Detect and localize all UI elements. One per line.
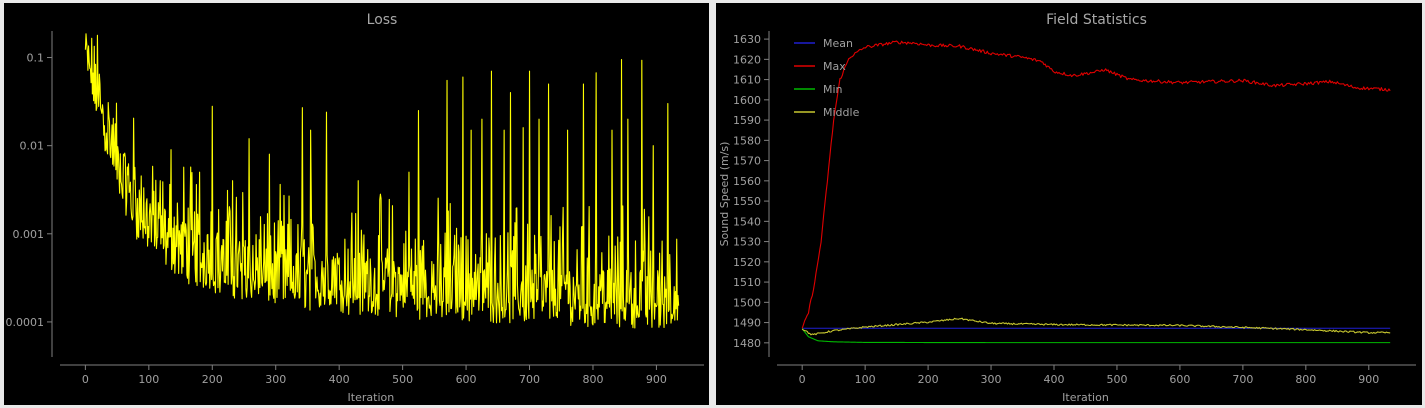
loss-x-tick-label: 800 <box>582 373 603 386</box>
field-y-tick-label: 1560 <box>733 175 761 188</box>
loss-x-tick-label: 900 <box>646 373 667 386</box>
loss-chart: Loss 0 100 200 300 400 500 600 700 800 900 0.0001 0.… <box>6 12 704 404</box>
field-y-tick-label: 1550 <box>733 195 761 208</box>
field-x-tick-label: 300 <box>981 373 1002 386</box>
loss-y-tick-label: 0.0001 <box>6 316 45 329</box>
loss-x-tick-label: 700 <box>519 373 540 386</box>
field-y-tick-label: 1520 <box>733 256 761 269</box>
field-x-tick-label: 600 <box>1169 373 1190 386</box>
loss-x-axis-label: Iteration <box>348 391 395 404</box>
field-x-tick-label: 700 <box>1232 373 1253 386</box>
loss-x-tick-label: 100 <box>138 373 159 386</box>
field-statistics-chart: Field Statistics 0 100 200 300 400 500 600 700 80… <box>718 12 1416 404</box>
field-y-tick-label: 1500 <box>733 296 761 309</box>
field-x-tick-label: 800 <box>1295 373 1316 386</box>
field-y-tick-label: 1620 <box>733 53 761 66</box>
series-line-min <box>801 328 1391 344</box>
series-line-max <box>801 40 1391 329</box>
loss-x-tick-label: 300 <box>265 373 286 386</box>
field-y-tick-label: 1580 <box>733 134 761 147</box>
loss-x-tick-label: 0 <box>82 373 89 386</box>
loss-title: Loss <box>367 12 398 28</box>
field-y-tick-label: 1600 <box>733 94 761 107</box>
field-x-tick-label: 400 <box>1044 373 1065 386</box>
loss-x-tick-label: 600 <box>456 373 477 386</box>
loss-x-tick-label: 500 <box>392 373 413 386</box>
legend-label-mean: Mean <box>823 37 853 50</box>
series-line-middle <box>801 317 1391 336</box>
field-y-axis-label: Sound Speed (m/s) <box>718 142 731 247</box>
loss-y-tick-label: 0.01 <box>20 140 45 153</box>
loss-series-line <box>84 33 680 329</box>
field-y-tick-label: 1610 <box>733 74 761 87</box>
legend-label-max: Max <box>823 60 846 73</box>
field-y-tick-label: 1510 <box>733 276 761 289</box>
field-x-tick-label: 200 <box>918 373 939 386</box>
field-y-tick-label: 1490 <box>733 317 761 330</box>
loss-chart-panel: Loss 0 100 200 300 400 500 600 700 800 900 0.0001 0.… <box>4 3 709 405</box>
field-y-tick-label: 1630 <box>733 33 761 46</box>
loss-y-tick-label: 0.001 <box>13 228 45 241</box>
field-y-tick-label: 1540 <box>733 215 761 228</box>
field-legend: Mean Max Min Middle <box>794 37 860 119</box>
legend-label-min: Min <box>823 83 843 96</box>
loss-y-tick-label: 0.1 <box>27 52 45 65</box>
field-x-tick-label: 0 <box>799 373 806 386</box>
field-x-tick-label: 900 <box>1358 373 1379 386</box>
loss-x-tick-label: 400 <box>329 373 350 386</box>
field-x-tick-label: 100 <box>855 373 876 386</box>
loss-x-tick-label: 200 <box>202 373 223 386</box>
field-y-tick-label: 1530 <box>733 236 761 249</box>
field-y-tick-label: 1480 <box>733 337 761 350</box>
field-x-axis-label: Iteration <box>1062 391 1109 404</box>
legend-label-middle: Middle <box>823 106 860 119</box>
field-x-tick-label: 500 <box>1106 373 1127 386</box>
field-y-tick-label: 1590 <box>733 114 761 127</box>
field-title: Field Statistics <box>1046 12 1147 28</box>
field-y-tick-label: 1570 <box>733 155 761 168</box>
field-statistics-chart-panel: Field Statistics 0 100 200 300 400 500 600 700 80… <box>716 3 1422 405</box>
